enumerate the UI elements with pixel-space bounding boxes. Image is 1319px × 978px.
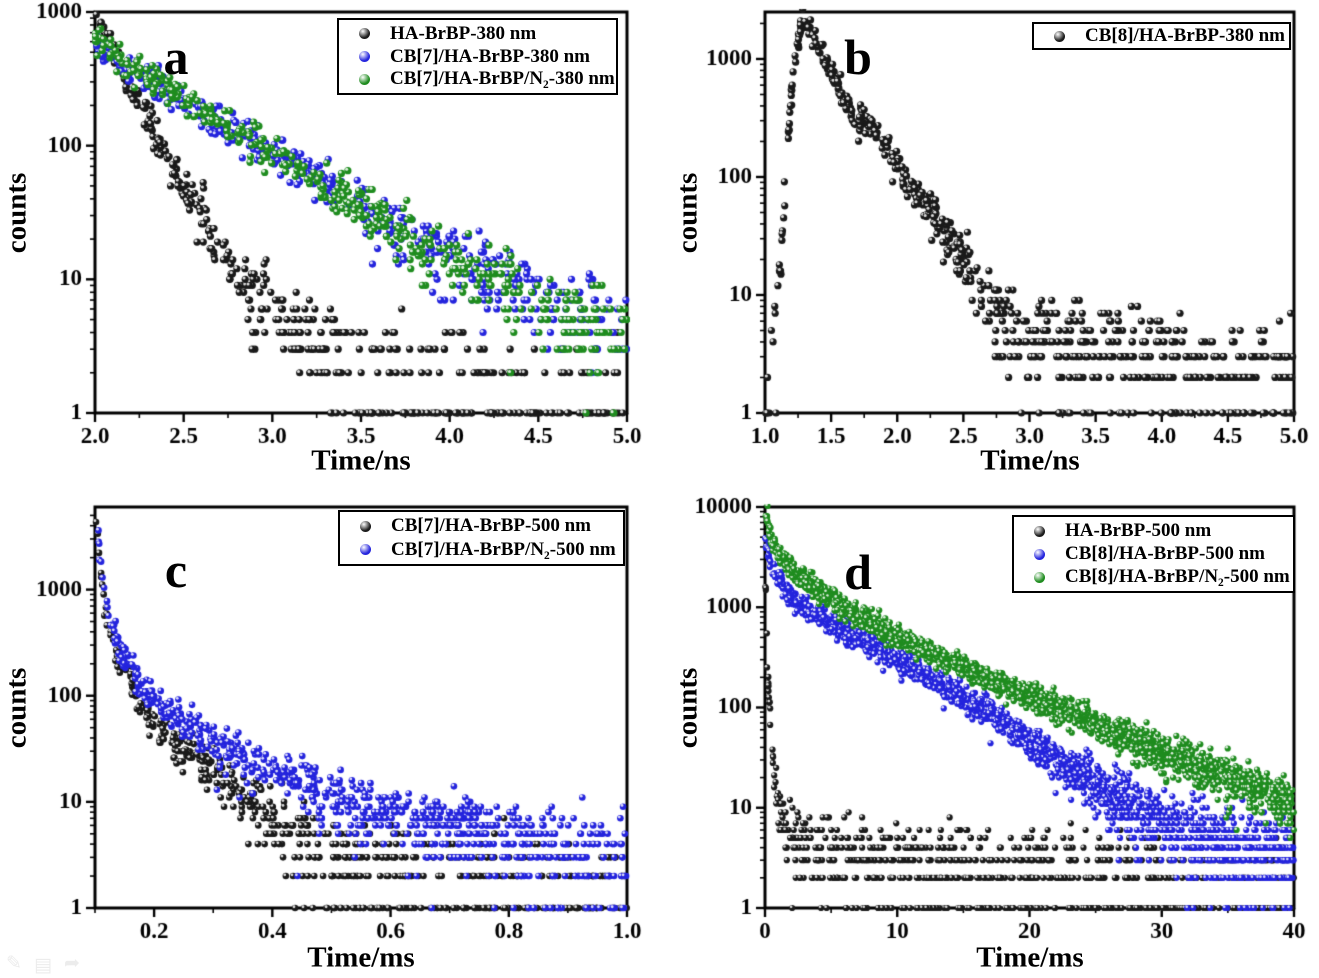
- y-axis-title-b: counts: [671, 172, 704, 254]
- legend-item: HA-BrBP-500 nm: [1034, 520, 1287, 542]
- x-axis-title-d: Time/ms: [976, 941, 1084, 974]
- legend-item-label: HA-BrBP-500 nm: [1065, 520, 1212, 541]
- pencil-icon: ✎: [6, 953, 22, 974]
- legend-item: CB[7]/HA-BrBP/N₂-500 nm: [360, 539, 617, 561]
- legend-panel-d: HA-BrBP-500 nm CB[8]/HA-BrBP-500 nm CB[8…: [1012, 515, 1295, 593]
- legend-item-label: CB[8]/HA-BrBP-380 nm: [1085, 25, 1286, 46]
- legend-item-label: CB[8]/HA-BrBP/N₂-500 nm: [1065, 566, 1290, 587]
- legend-marker-icon: [360, 544, 371, 556]
- legend-marker-icon: [359, 51, 370, 62]
- legend-item: CB[7]/HA-BrBP/N₂-380 nm: [359, 68, 615, 90]
- legend-item-label: CB[7]/HA-BrBP-380 nm: [390, 45, 591, 67]
- panel-letter-a: a: [163, 29, 189, 85]
- legend-item: CB[7]/HA-BrBP-500 nm: [360, 515, 617, 537]
- y-axis-title-a: counts: [0, 172, 33, 254]
- legend-item-label: CB[7]/HA-BrBP-500 nm: [391, 515, 592, 537]
- legend-marker-icon: [1034, 525, 1045, 537]
- legend-marker-icon: [359, 73, 370, 85]
- y-axis-title-d: counts: [671, 667, 704, 749]
- legend-item-label: HA-BrBP-380 nm: [390, 22, 537, 44]
- y-axis-title-c: counts: [0, 667, 33, 749]
- legend-marker-icon: [1034, 548, 1045, 560]
- legend-panel-a: HA-BrBP-380 nm CB[7]/HA-BrBP-380 nm CB[7…: [337, 18, 618, 95]
- x-axis-title-b: Time/ns: [980, 444, 1080, 477]
- panel-letter-b: b: [844, 29, 872, 85]
- legend-marker-icon: [1054, 30, 1065, 42]
- x-axis-title-a: Time/ns: [311, 444, 411, 477]
- legend-item: CB[7]/HA-BrBP-380 nm: [359, 46, 610, 68]
- legend-item: CB[8]/HA-BrBP-500 nm: [1034, 543, 1287, 565]
- legend-marker-icon: [359, 28, 370, 40]
- legend-marker-icon: [360, 520, 371, 532]
- legend-item: CB[8]/HA-BrBP/N₂-500 nm: [1034, 566, 1290, 588]
- legend-panel-c: CB[7]/HA-BrBP-500 nm CB[7]/HA-BrBP/N₂-50…: [338, 510, 625, 566]
- legend-item-label: CB[8]/HA-BrBP-500 nm: [1065, 543, 1266, 564]
- card-icon: ▤: [34, 955, 52, 976]
- legend-marker-icon: [1034, 571, 1045, 583]
- legend-item-label: CB[7]/HA-BrBP/N₂-380 nm: [390, 68, 615, 90]
- legend-panel-b: CB[8]/HA-BrBP-380 nm: [1032, 22, 1291, 50]
- legend-item: CB[8]/HA-BrBP-380 nm: [1054, 25, 1286, 47]
- legend-item-label: CB[7]/HA-BrBP/N₂-500 nm: [391, 538, 616, 560]
- panel-letter-d: d: [844, 544, 872, 600]
- x-axis-title-c: Time/ms: [307, 941, 415, 974]
- arrow-icon: ➦: [64, 953, 80, 974]
- legend-item: HA-BrBP-380 nm: [359, 23, 610, 45]
- panel-letter-c: c: [164, 542, 188, 598]
